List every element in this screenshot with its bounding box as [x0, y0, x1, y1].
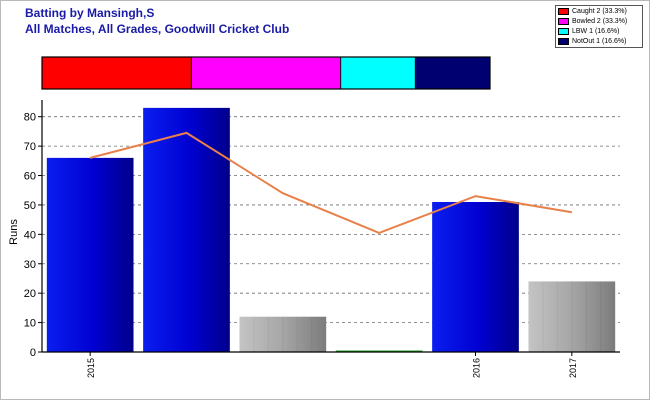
- runs-bar: [528, 281, 616, 352]
- trend-line: [89, 131, 572, 234]
- x-tick-label: 2016: [472, 358, 482, 378]
- x-tick-label: 2017: [568, 358, 578, 378]
- runs-bars: [46, 107, 616, 352]
- legend-item-notout: NotOut 1 (16.6%): [558, 37, 626, 46]
- legend-swatch-lbw: [558, 28, 569, 35]
- y-tick-label: 70: [24, 141, 36, 153]
- y-tick-label: 10: [24, 318, 36, 330]
- legend-item-caught: Caught 2 (33.3%): [558, 7, 627, 16]
- x-tick-label: 2015: [86, 358, 96, 378]
- legend-label-caught: Caught 2 (33.3%): [572, 8, 627, 15]
- legend-label-lbw: LBW 1 (16.6%): [572, 28, 620, 35]
- y-tick-label: 60: [24, 171, 36, 183]
- runs-bar: [143, 107, 230, 352]
- y-tick-label: 30: [24, 259, 36, 271]
- stack-bar-border: [41, 56, 491, 90]
- trend-line-layer: [89, 131, 572, 234]
- y-tick-label: 40: [24, 229, 36, 241]
- y-tick-label: 20: [24, 288, 36, 300]
- legend-swatch-bowled: [558, 18, 569, 25]
- y-axis-label: Runs: [8, 219, 20, 245]
- runs-bar: [335, 350, 423, 352]
- y-tick-label: 50: [24, 200, 36, 212]
- stack-segment-notout: [415, 57, 490, 89]
- stack-segment-lbw: [340, 57, 416, 89]
- legend: Caught 2 (33.3%) Bowled 2 (33.3%) LBW 1 …: [555, 5, 643, 48]
- runs-bar: [432, 202, 519, 352]
- runs-bar: [46, 157, 134, 352]
- dismissal-stack-bar: [41, 56, 491, 90]
- chart-subtitle: All Matches, All Grades, Goodwill Cricke…: [25, 22, 290, 36]
- legend-item-lbw: LBW 1 (16.6%): [558, 27, 619, 36]
- runs-bar: [239, 316, 327, 352]
- y-tick-label: 80: [24, 112, 36, 124]
- legend-swatch-caught: [558, 8, 569, 15]
- legend-item-bowled: Bowled 2 (33.3%): [558, 17, 627, 26]
- legend-label-notout: NotOut 1 (16.6%): [572, 38, 627, 45]
- chart-title: Batting by Mansingh,S: [25, 6, 155, 20]
- y-tick-label: 0: [30, 347, 36, 359]
- stack-segment-caught: [42, 57, 192, 89]
- axes: 0 10 20 30 40 50 60 70 80 2015 2016 2017: [24, 100, 620, 378]
- legend-swatch-notout: [558, 38, 569, 45]
- legend-label-bowled: Bowled 2 (33.3%): [572, 18, 628, 25]
- stack-segment-bowled: [191, 57, 341, 89]
